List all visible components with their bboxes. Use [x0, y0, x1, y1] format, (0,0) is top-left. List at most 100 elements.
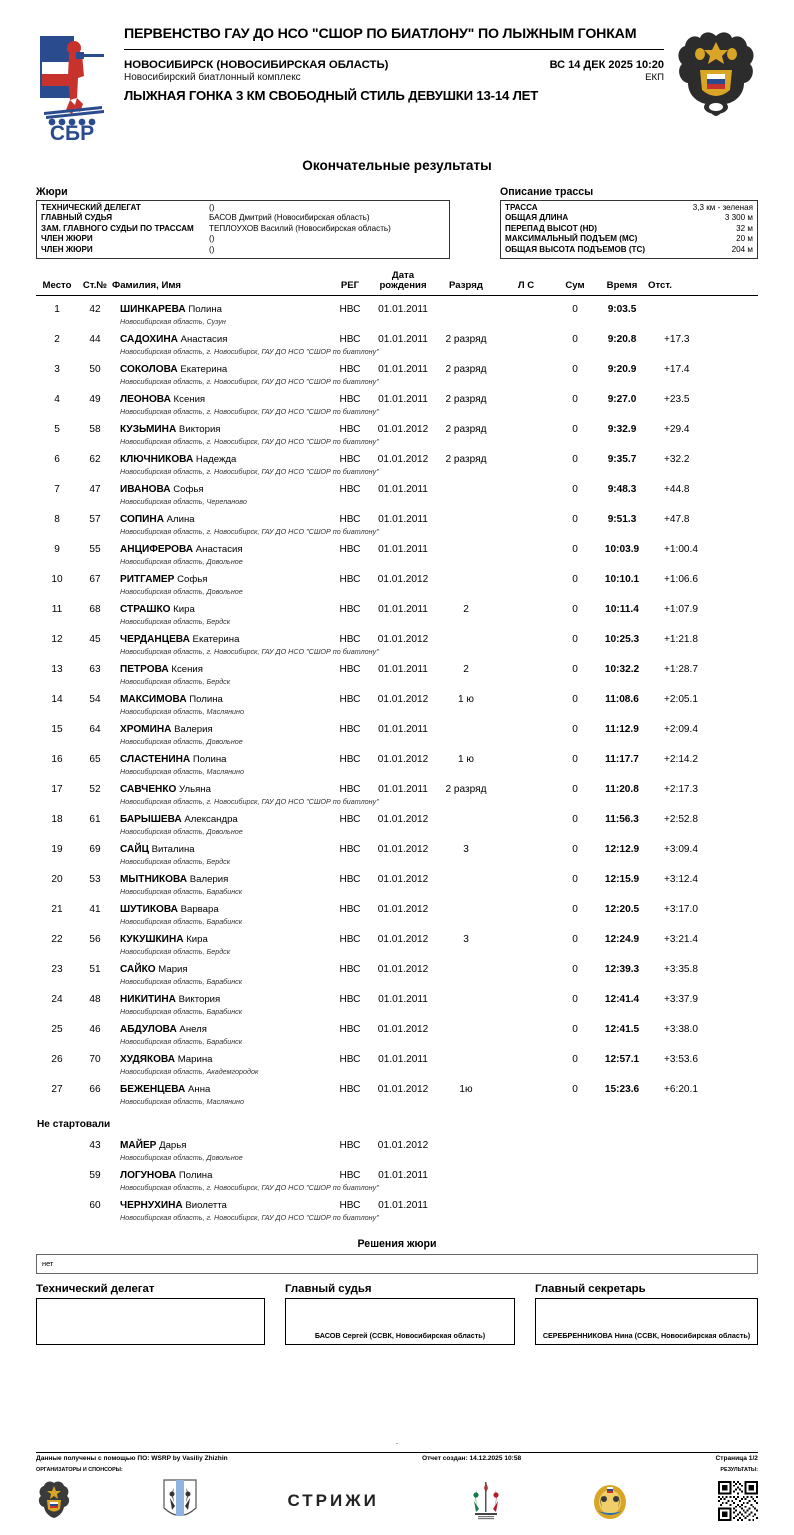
cell-sum: 0 — [572, 724, 578, 736]
cell-dob: 01.01.2011 — [378, 994, 428, 1006]
athlete-firstname: Кира — [183, 934, 208, 946]
cell-spacer — [36, 856, 78, 866]
jury-row: ЧЛЕН ЖЮРИ () — [41, 245, 445, 255]
col-header-dob: Дата рождения — [372, 269, 434, 297]
table-row-club: Новосибирская область, Бердск — [36, 616, 758, 626]
athlete-name-cell: СЛАСТЕНИНА Полина — [112, 746, 328, 766]
cell-dob: 01.01.2012 — [377, 874, 429, 886]
cell-spacer — [36, 946, 78, 956]
table-row: 3 50 СОКОЛОВА Екатерина НВС 01.01.2011 2 разр… — [36, 356, 758, 376]
cell-sum: 0 — [572, 784, 578, 796]
cell-ls — [498, 1016, 554, 1036]
event-venue: Новосибирский биатлонный комплекс — [124, 72, 301, 83]
cell-ls — [498, 836, 554, 856]
event-location-row: НОВОСИБИРСК (НОВОСИБИРСКАЯ ОБЛАСТЬ) Ново… — [124, 59, 664, 83]
cell-pad — [708, 596, 758, 616]
cell-spacer — [36, 586, 78, 596]
athlete-lastname: ИВАНОВА — [120, 484, 171, 496]
cell-bib: 60 — [89, 1200, 101, 1212]
athlete-lastname: ПЕТРОВА — [120, 664, 169, 676]
datetime-block: ВС 14 ДЕК 2025 10:20 ЕКП — [550, 59, 664, 83]
cell-reg: НВС — [339, 334, 361, 346]
athlete-lastname: ХРОМИНА — [120, 724, 172, 736]
cell-spacer — [36, 496, 78, 506]
cell-rank — [434, 476, 498, 496]
cell-sum: 0 — [572, 1054, 578, 1066]
cell-bib: 47 — [89, 484, 101, 496]
cell-dob: 01.01.2012 — [377, 964, 429, 976]
cell-spacer — [36, 556, 78, 566]
jury-panel: Жюри ТЕХНИЧЕСКИЙ ДЕЛЕГАТ () ГЛАВНЫЙ СУДЬ… — [36, 186, 450, 260]
cell-rank: 2 разряд — [445, 364, 487, 376]
cell-sum — [554, 1162, 596, 1182]
cell-bib: 42 — [89, 304, 101, 316]
cell-dob: 01.01.2012 — [377, 634, 429, 646]
jury-row: ЗАМ. ГЛАВНОГО СУДЬИ ПО ТРАССАМ ТЕПЛОУХОВ… — [41, 224, 445, 234]
cell-place: 16 — [51, 754, 63, 766]
cell-pad — [708, 716, 758, 736]
cell-reg: НВС — [339, 604, 361, 616]
cell-sum: 0 — [572, 574, 578, 586]
athlete-name-cell: НИКИТИНА Виктория — [112, 986, 328, 1006]
cell-diff: +3:21.4 — [664, 934, 698, 946]
cell-diff: +1:07.9 — [664, 604, 698, 616]
table-row-club: Новосибирская область, Довольное — [36, 556, 758, 566]
cell-sum: 0 — [572, 964, 578, 976]
cell-rank — [434, 1046, 498, 1066]
athlete-name-cell: КУЗЬМИНА Виктория — [112, 416, 328, 436]
cell-rank: 2 разряд — [445, 334, 487, 346]
cell-dob: 01.01.2012 — [377, 754, 429, 766]
athlete-club: Новосибирская область, Маслянино — [120, 767, 244, 777]
table-row: 5 58 КУЗЬМИНА Виктория НВС 01.01.2012 2 разря… — [36, 416, 758, 436]
cell-sum: 0 — [572, 424, 578, 436]
cell-spacer — [78, 826, 112, 836]
cell-diff: +3:38.0 — [664, 1024, 698, 1036]
cell-sum: 0 — [572, 814, 578, 826]
cell-diff: +2:05.1 — [664, 694, 698, 706]
athlete-lastname: САДОХИНА — [120, 334, 178, 346]
cell-rank: 2 — [463, 604, 469, 616]
cell-diff: +2:14.2 — [664, 754, 698, 766]
cell-diff: +1:21.8 — [664, 634, 698, 646]
cell-spacer — [36, 826, 78, 836]
header-text-block: ПЕРВЕНСТВО ГАУ ДО НСО "СШОР ПО БИАТЛОНУ"… — [110, 26, 674, 103]
cell-rank: 2 разряд — [445, 454, 487, 466]
info-section: Жюри ТЕХНИЧЕСКИЙ ДЕЛЕГАТ () ГЛАВНЫЙ СУДЬ… — [36, 186, 758, 260]
cell-place: 1 — [54, 304, 60, 316]
table-row: 14 54 МАКСИМОВА Полина НВС 01.01.2012 1 ю 0 11:… — [36, 686, 758, 706]
jury-decisions-title: Решения жюри — [357, 1238, 437, 1251]
cell-spacer — [78, 766, 112, 776]
athlete-lastname: МЫТНИКОВА — [120, 874, 188, 886]
athlete-lastname: МАКСИМОВА — [120, 694, 187, 706]
cell-place — [36, 1192, 78, 1212]
table-row-club: Новосибирская область, Маслянино — [36, 706, 758, 716]
table-row: 15 64 ХРОМИНА Валерия НВС 01.01.2011 0 11:12.9… — [36, 716, 758, 736]
athlete-club: Новосибирская область, г. Новосибирск, Г… — [120, 797, 379, 807]
cell-time — [596, 1132, 648, 1152]
results-header-row: Место Ст.№ Фамилия, Имя РЕГ Дата рождени… — [36, 269, 758, 297]
athlete-name-cell: ИВАНОВА Софья — [112, 476, 328, 496]
athlete-club: Новосибирская область, Довольное — [120, 587, 243, 597]
cell-time — [596, 1192, 648, 1212]
table-row: 4 49 ЛЕОНОВА Ксения НВС 01.01.2011 2 разряд 0 9… — [36, 386, 758, 406]
cell-ls — [498, 986, 554, 1006]
athlete-firstname: Екатерина — [177, 364, 228, 376]
cell-spacer — [78, 556, 112, 566]
cell-diff: +23.5 — [664, 394, 690, 406]
cell-reg: НВС — [339, 634, 361, 646]
cell-ls — [498, 896, 554, 916]
cell-ls — [498, 356, 554, 376]
cell-rank — [434, 536, 498, 556]
cell-diff: +1:06.6 — [664, 574, 698, 586]
table-row: 16 65 СЛАСТЕНИНА Полина НВС 01.01.2012 1 ю 0 11… — [36, 746, 758, 766]
cell-spacer — [36, 436, 78, 446]
cell-spacer — [36, 886, 78, 896]
cell-dob: 01.01.2011 — [378, 394, 428, 406]
signature-chief-secretary: Главный секретарь СЕРЕБРЕННИКОВА Нина (С… — [535, 1283, 758, 1346]
cell-time: 11:12.9 — [605, 724, 639, 736]
cell-time: 11:08.6 — [605, 694, 639, 706]
athlete-firstname: Полина — [176, 1170, 213, 1182]
cell-sum: 0 — [572, 934, 578, 946]
athlete-firstname: Марина — [175, 1054, 213, 1066]
athlete-club: Новосибирская область, Маслянино — [120, 707, 244, 717]
